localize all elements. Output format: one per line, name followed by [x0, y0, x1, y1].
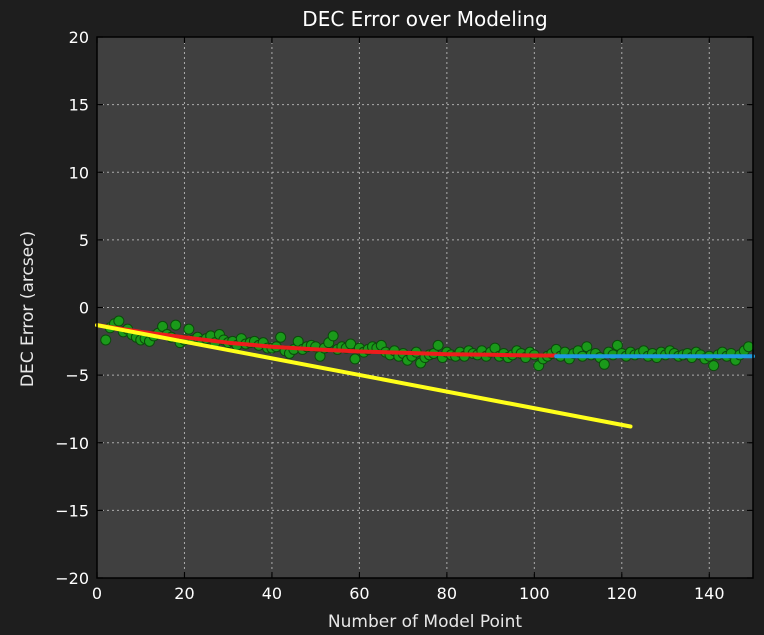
grid: [96, 36, 753, 579]
x-tick-label: 120: [607, 584, 638, 603]
x-tick-label: 20: [174, 584, 194, 603]
x-tick-label: 80: [437, 584, 457, 603]
axis-ticks: 0 20 40 60 80 100 120 140 −20 −15 −10 −5 0 5 10 15 20: [55, 28, 753, 603]
data-point: [100, 334, 112, 346]
data-point: [743, 341, 755, 353]
data-point: [113, 315, 125, 327]
x-tick-label: 100: [519, 584, 550, 603]
y-tick-label: −5: [65, 366, 89, 385]
data-point: [708, 360, 720, 372]
data-point: [349, 353, 361, 365]
y-tick-label: −15: [55, 501, 89, 520]
data-point: [183, 323, 195, 335]
x-tick-label: 40: [262, 584, 282, 603]
y-tick-label: 15: [69, 96, 89, 115]
data-point: [327, 330, 339, 342]
plot-area: [97, 37, 753, 578]
y-tick-label: −20: [55, 569, 89, 588]
y-tick-label: 10: [69, 163, 89, 182]
red-fit-line: [95, 323, 559, 358]
y-axis-label: DEC Error (arcsec): [18, 231, 38, 387]
yellow-trend-line: [95, 323, 633, 429]
x-tick-label: 140: [694, 584, 725, 603]
y-tick-label: 0: [79, 299, 89, 318]
data-point: [432, 339, 444, 351]
data-point: [598, 358, 610, 370]
x-tick-label: 60: [349, 584, 369, 603]
data-point: [345, 338, 357, 350]
y-tick-label: 20: [69, 28, 89, 47]
series-layer: [95, 315, 755, 429]
y-tick-label: 5: [79, 231, 89, 250]
x-axis-label: Number of Model Point: [328, 612, 522, 632]
data-point: [170, 319, 182, 331]
chart-title: DEC Error over Modeling: [302, 7, 547, 31]
data-point: [275, 331, 287, 343]
x-tick-label: 0: [92, 584, 102, 603]
y-tick-label: −10: [55, 434, 89, 453]
